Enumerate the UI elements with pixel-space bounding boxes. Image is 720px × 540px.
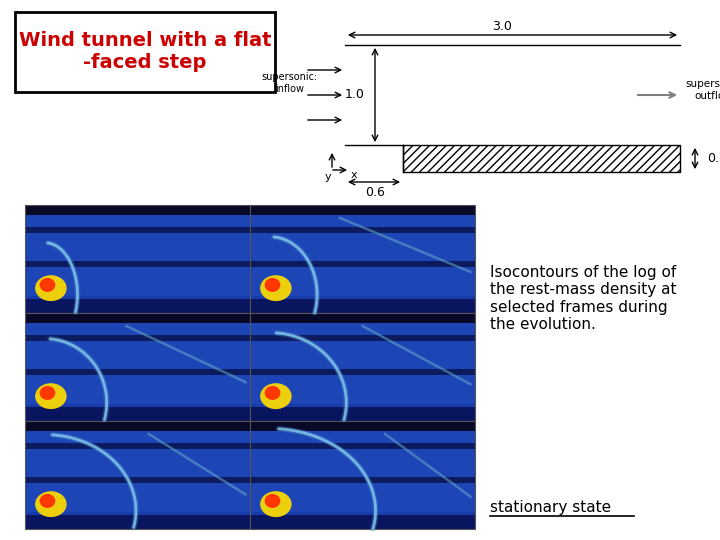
Text: y: y <box>325 172 331 182</box>
Bar <box>250 443 475 449</box>
Ellipse shape <box>40 278 55 292</box>
Bar <box>25 261 250 267</box>
Bar <box>25 431 250 512</box>
Bar <box>25 205 250 215</box>
Bar <box>250 313 475 421</box>
Bar <box>250 335 475 341</box>
Bar <box>25 313 250 323</box>
Text: Isocontours of the log of
the rest-mass density at
selected frames during
the ev: Isocontours of the log of the rest-mass … <box>490 265 677 332</box>
Ellipse shape <box>265 278 280 292</box>
Bar <box>250 421 475 431</box>
Bar <box>250 477 475 483</box>
Bar <box>250 205 475 313</box>
Bar <box>25 421 250 529</box>
Bar <box>250 205 475 215</box>
Bar <box>25 227 250 233</box>
Bar <box>250 421 475 529</box>
Bar <box>250 299 475 313</box>
Bar <box>250 407 475 421</box>
Text: 1.0: 1.0 <box>345 89 365 102</box>
Ellipse shape <box>35 383 67 409</box>
Text: 3.0: 3.0 <box>492 19 513 32</box>
Text: x: x <box>351 170 357 180</box>
Bar <box>25 313 250 421</box>
Bar <box>25 323 250 404</box>
Bar <box>250 431 475 512</box>
Text: supersonic:
inflow: supersonic: inflow <box>262 72 318 94</box>
Bar <box>250 421 475 529</box>
Bar <box>25 407 250 421</box>
Bar <box>250 369 475 375</box>
Bar <box>250 313 475 323</box>
Bar <box>25 299 250 313</box>
Bar <box>25 421 250 529</box>
Bar <box>403 145 680 172</box>
Bar <box>25 215 250 296</box>
Bar <box>25 335 250 341</box>
Ellipse shape <box>260 383 292 409</box>
Bar <box>25 205 250 313</box>
Text: 0.6: 0.6 <box>365 186 385 199</box>
Text: 0.2: 0.2 <box>707 152 720 165</box>
Ellipse shape <box>40 386 55 400</box>
Ellipse shape <box>265 386 280 400</box>
Ellipse shape <box>35 491 67 517</box>
Bar <box>25 477 250 483</box>
Bar <box>250 323 475 404</box>
Text: stationary state: stationary state <box>490 500 611 515</box>
Bar <box>25 369 250 375</box>
Bar <box>250 227 475 233</box>
Bar <box>25 443 250 449</box>
Bar <box>250 215 475 296</box>
Bar <box>250 313 475 421</box>
Text: Wind tunnel with a flat
-faced step: Wind tunnel with a flat -faced step <box>19 31 271 72</box>
Text: supersonic
outflow: supersonic outflow <box>685 79 720 101</box>
Bar <box>250 515 475 529</box>
Ellipse shape <box>265 494 280 508</box>
Bar <box>25 515 250 529</box>
Ellipse shape <box>260 491 292 517</box>
Ellipse shape <box>40 494 55 508</box>
Bar <box>25 313 250 421</box>
Bar <box>25 421 250 431</box>
FancyBboxPatch shape <box>15 12 275 92</box>
Bar <box>250 261 475 267</box>
Bar <box>250 205 475 313</box>
Bar <box>25 205 250 313</box>
Ellipse shape <box>35 275 67 301</box>
Ellipse shape <box>260 275 292 301</box>
